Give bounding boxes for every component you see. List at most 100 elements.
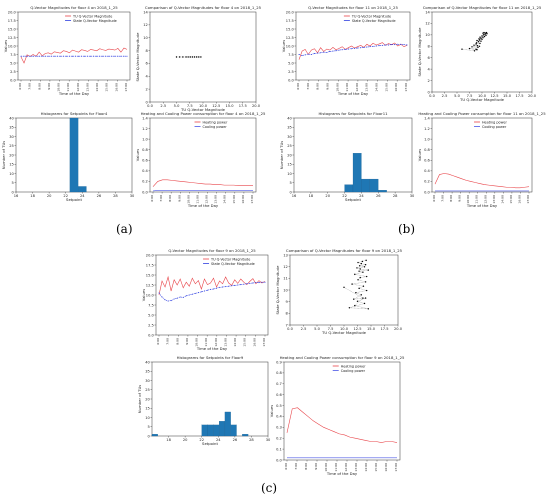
x-tick-label: 10.0 [199, 104, 208, 108]
x-tick-label: 15.0 [225, 104, 234, 108]
data-point [24, 56, 25, 57]
series-line [159, 282, 265, 301]
scatter-point [357, 301, 358, 302]
data-point [63, 56, 64, 57]
x-tick-label: 7.5 [467, 94, 473, 98]
x-tick-label: 22 [342, 194, 347, 198]
legend-entry: TU Q-Vector Magnitude [351, 14, 391, 18]
data-point [249, 283, 250, 284]
plot-frame [290, 255, 398, 325]
x-tick-label: 13:00 [354, 463, 358, 472]
data-point [317, 53, 318, 54]
data-point [407, 44, 408, 45]
x-tick-label: 11:00 [204, 338, 208, 347]
data-point [69, 56, 70, 57]
scatter-point [353, 298, 354, 299]
y-tick-label: 5 [12, 181, 14, 185]
x-tick-label: 6:00 [150, 195, 154, 202]
data-point [305, 54, 306, 55]
y-tick-label: 10.0 [8, 44, 17, 48]
y-tick-label: 25 [145, 388, 150, 392]
x-tick-label: 11:00 [345, 83, 349, 92]
x-tick-label: 0.0 [147, 104, 153, 108]
scatter-point [185, 56, 186, 57]
y-tick-label: 1.4 [424, 116, 430, 120]
x-tick-label: 2.5 [160, 104, 166, 108]
y-tick-label: 35 [287, 126, 292, 130]
x-tick-label: 17:00 [404, 83, 408, 92]
data-point [84, 56, 85, 57]
data-point [42, 56, 43, 57]
chart-a-line: Q-Vector Magnitudes for floor 4 on 2018_… [3, 5, 130, 96]
data-point [336, 50, 337, 51]
y-tick-label: 0.4 [142, 169, 148, 173]
x-tick-label: 20.0 [252, 104, 261, 108]
x-tick-label: 30 [130, 194, 135, 198]
y-tick-label: 0.8 [142, 148, 148, 152]
x-tick-label: 16:00 [384, 463, 388, 472]
data-point [240, 284, 241, 285]
y-tick-label: 0.2 [142, 180, 148, 184]
data-point [198, 292, 199, 293]
y-axis-label: Number of TUs [279, 141, 284, 169]
hist-bar [370, 179, 378, 192]
x-tick-label: 12.5 [490, 94, 498, 98]
data-point [120, 56, 121, 57]
data-point [90, 56, 91, 57]
y-tick-label: 5 [148, 425, 150, 429]
scatter-point [473, 44, 474, 45]
y-tick-label: 5.0 [10, 61, 16, 65]
scatter-point [365, 281, 366, 282]
data-point [397, 44, 398, 45]
data-point [345, 49, 346, 50]
x-tick-label: 7:00 [28, 83, 32, 90]
legend-entry: State Q-Vector Magnitude [211, 262, 255, 266]
scatter-point [182, 56, 183, 57]
scatter-point [484, 36, 485, 37]
x-tick-label: 28 [249, 438, 254, 442]
series-line [287, 408, 397, 443]
chart-a-scatter: Comparison of Q-Vector Magnitudes for fl… [135, 5, 262, 112]
scatter-point [359, 265, 360, 266]
scatter-point [365, 260, 366, 261]
x-tick-label: 15:00 [232, 195, 236, 204]
y-tick-label: 11 [283, 277, 288, 281]
panel-label-c: (c) [261, 481, 277, 495]
x-tick-label: 12.5 [353, 327, 361, 331]
series-line [159, 277, 265, 295]
chart-title: Histograms for Setpoints for Floor4 [41, 111, 108, 116]
chart-c-scatter: Comparison of Q-Vector Magnitudes for fl… [275, 248, 403, 335]
y-tick-label: 4 [146, 75, 149, 79]
x-tick-label: 16 [14, 194, 19, 198]
data-point [186, 295, 187, 296]
y-tick-label: 6 [428, 56, 431, 60]
scatter-point [368, 269, 369, 270]
x-tick-label: 7:00 [441, 195, 445, 202]
plot-frame [432, 12, 532, 92]
scatter-point [474, 50, 475, 51]
scatter-point [461, 48, 462, 49]
scatter-point [360, 268, 361, 269]
data-point [357, 48, 358, 49]
data-point [72, 56, 73, 57]
x-tick-label: 10:00 [335, 83, 339, 92]
y-tick-label: 40 [9, 116, 14, 120]
chart-a-power: Heating and Cooling Power consumption fo… [135, 111, 266, 208]
x-tick-label: 6:00 [284, 463, 288, 470]
y-tick-label: 2.5 [148, 323, 154, 327]
chart-title: Comparison of Q-Vector Magnitudes for fl… [286, 248, 403, 253]
y-tick-label: 15.0 [8, 27, 17, 31]
x-tick-label: 13:00 [365, 83, 369, 92]
x-tick-label: 0.0 [287, 327, 293, 331]
scatter-point [481, 39, 482, 40]
scatter-point [355, 292, 356, 293]
scatter-point [485, 35, 486, 36]
scatter-point [482, 37, 483, 38]
x-tick-label: 0.0 [429, 94, 435, 98]
data-point [261, 282, 262, 283]
scatter-point [364, 303, 365, 304]
x-tick-label: 17.5 [515, 94, 523, 98]
scatter-point [176, 56, 177, 57]
x-tick-label: 14:00 [364, 463, 368, 472]
scatter-point [200, 56, 201, 57]
